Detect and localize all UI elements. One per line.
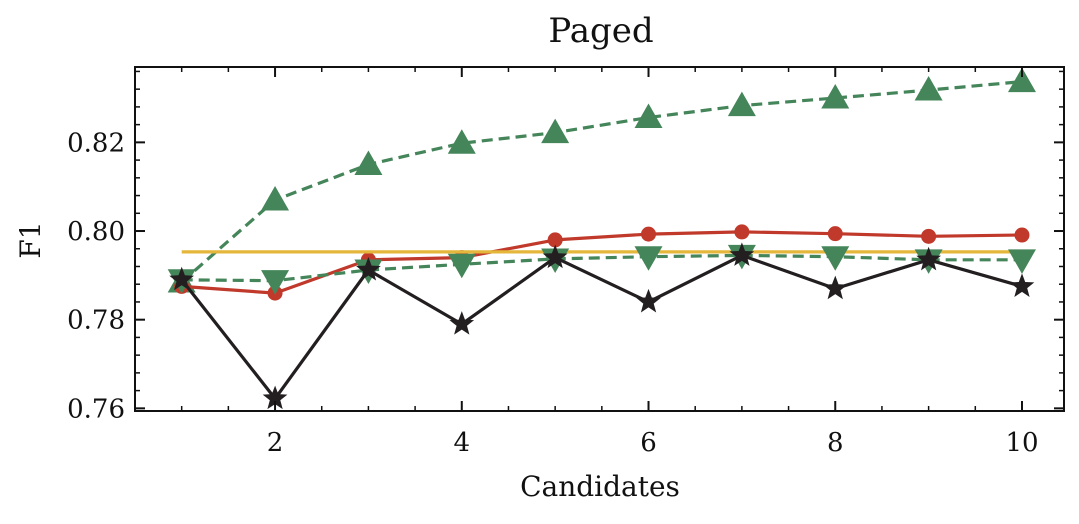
series-4 bbox=[169, 242, 1035, 410]
data-point-circle bbox=[547, 232, 563, 248]
data-point-triangle-up bbox=[634, 103, 663, 129]
data-point-triangle-up bbox=[447, 129, 476, 154]
data-point-star bbox=[542, 244, 568, 269]
data-point-triangle-down bbox=[261, 270, 290, 295]
data-point-triangle-down bbox=[447, 253, 476, 279]
series-layer bbox=[167, 67, 1036, 410]
data-point-triangle-up bbox=[727, 91, 756, 117]
chart-title: Paged bbox=[548, 11, 653, 51]
data-point-star bbox=[729, 242, 755, 266]
data-point-star bbox=[1009, 273, 1035, 297]
data-point-triangle-up bbox=[354, 150, 383, 176]
data-point-triangle-down bbox=[821, 246, 850, 271]
data-point-triangle-up bbox=[541, 118, 570, 144]
data-point-triangle-up bbox=[914, 76, 943, 101]
data-point-circle bbox=[827, 226, 843, 242]
x-tick-label: 8 bbox=[827, 428, 844, 458]
y-tick-label: 0.78 bbox=[67, 306, 125, 336]
data-point-star bbox=[262, 385, 288, 410]
data-point-star bbox=[636, 288, 661, 313]
series-line bbox=[180, 80, 1023, 284]
x-tick-label: 4 bbox=[454, 428, 471, 458]
data-point-circle bbox=[1014, 227, 1030, 243]
data-point-star bbox=[449, 311, 475, 335]
series-line bbox=[180, 253, 1023, 401]
y-axis-label: F1 bbox=[14, 221, 47, 258]
series-line bbox=[181, 253, 1022, 283]
data-point-star bbox=[822, 275, 848, 300]
x-tick-label: 6 bbox=[640, 428, 657, 458]
ticks-layer: 2 4 6 8 10 0.76 0.78 0.80 0.82 bbox=[67, 67, 1064, 458]
data-point-triangle-up bbox=[1007, 67, 1036, 93]
data-point-circle bbox=[921, 228, 937, 244]
data-point-triangle-down bbox=[1007, 249, 1036, 274]
y-tick-label: 0.82 bbox=[67, 128, 125, 158]
x-tick-label: 10 bbox=[1005, 428, 1038, 458]
data-point-triangle-up bbox=[821, 84, 850, 109]
x-axis-label: Candidates bbox=[520, 470, 680, 503]
data-point-star bbox=[169, 266, 194, 291]
y-tick-label: 0.80 bbox=[67, 217, 125, 247]
plot-frame bbox=[134, 66, 1065, 412]
data-point-triangle-down bbox=[634, 246, 663, 271]
y-tick-label: 0.76 bbox=[67, 394, 125, 424]
data-point-star bbox=[356, 257, 381, 281]
data-point-triangle-up bbox=[261, 185, 290, 211]
series-1 bbox=[174, 224, 1030, 301]
data-point-star bbox=[916, 246, 941, 271]
series-line bbox=[181, 230, 1023, 295]
series-0 bbox=[167, 67, 1036, 293]
data-point-circle bbox=[641, 226, 657, 242]
data-point-circle bbox=[734, 224, 750, 240]
x-tick-label: 2 bbox=[267, 428, 284, 458]
